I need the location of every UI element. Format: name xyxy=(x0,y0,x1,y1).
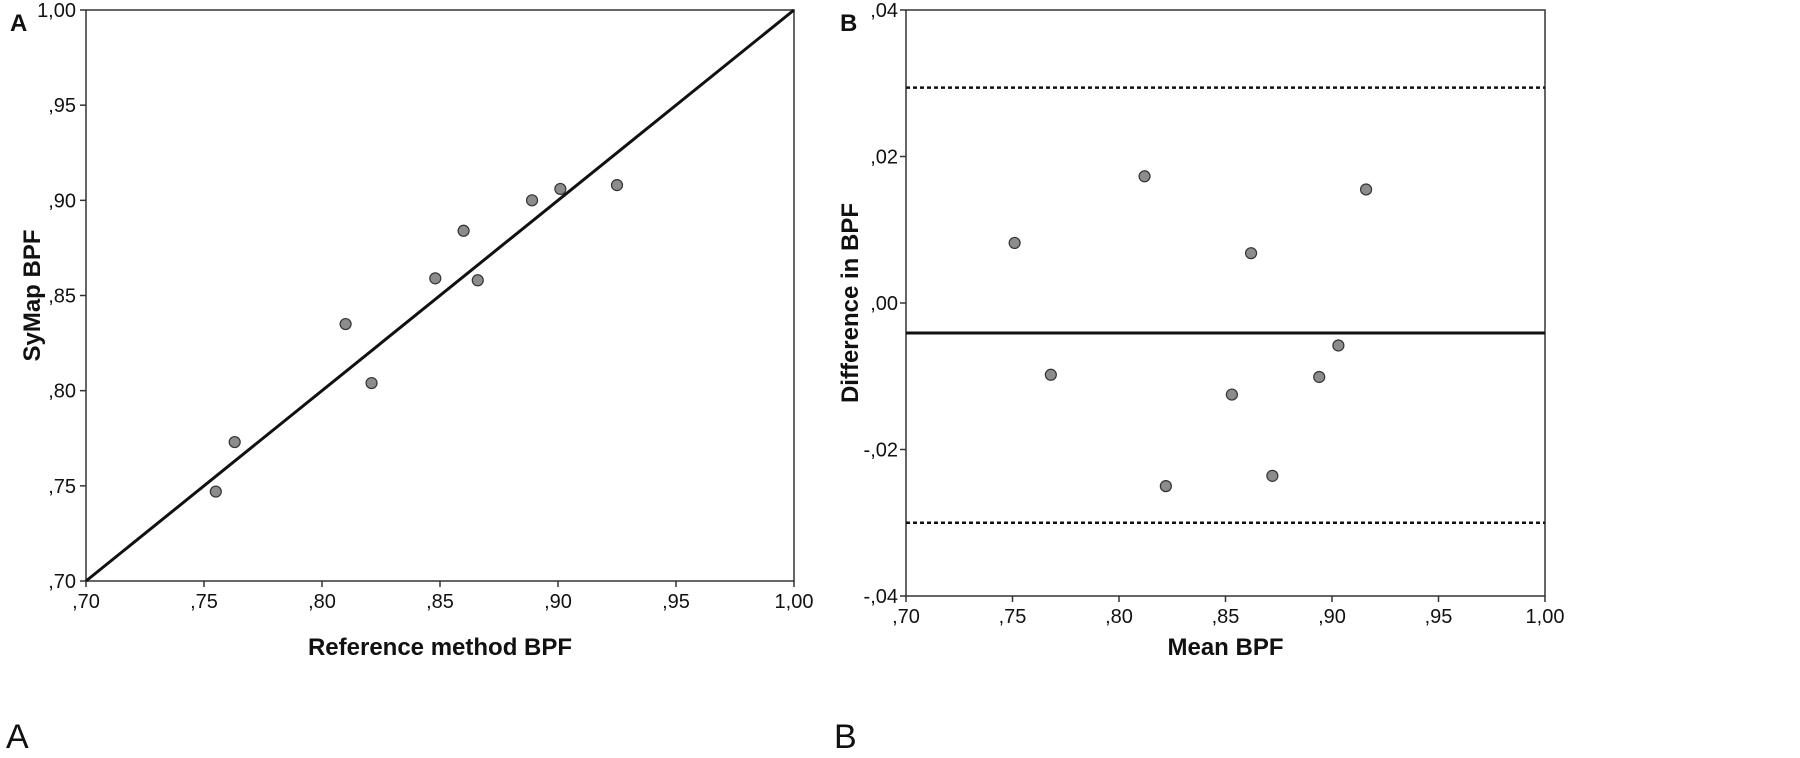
x-tick-label: 1,00 xyxy=(775,591,814,613)
data-point xyxy=(1266,469,1279,482)
x-axis-title: Mean BPF xyxy=(1167,634,1283,661)
x-tick-label: ,70 xyxy=(72,591,100,613)
panel-caption-label: A xyxy=(6,718,29,756)
x-tick-label: ,80 xyxy=(1105,606,1133,628)
y-tick-label: ,00 xyxy=(870,293,898,315)
data-point xyxy=(471,274,484,287)
data-point xyxy=(1332,339,1345,352)
x-tick-label: ,80 xyxy=(308,591,336,613)
y-tick-label: ,02 xyxy=(870,147,898,169)
data-point xyxy=(554,182,567,196)
data-point xyxy=(1225,388,1238,401)
panel-caption-label: B xyxy=(834,718,857,756)
panel-label: A xyxy=(10,10,27,37)
x-tick-label: ,95 xyxy=(1425,606,1453,628)
panel-a-chart: ,70 ,75 ,80 ,85 ,90 ,95 1,00 ,70 ,75 ,80 ,85 ,90 ,95… xyxy=(6,0,813,756)
data-point xyxy=(209,485,222,498)
y-tick-label: -,04 xyxy=(864,586,898,608)
y-tick-label: ,95 xyxy=(48,95,76,117)
y-tick-label: ,75 xyxy=(48,476,76,498)
y-axis-title: Difference in BPF xyxy=(837,203,864,403)
x-tick-label: ,75 xyxy=(190,591,218,613)
y-tick-label: 1,00 xyxy=(37,0,76,22)
plot-frame xyxy=(905,9,1546,597)
y-tick-label: ,80 xyxy=(48,381,76,403)
identity-line xyxy=(85,8,795,583)
data-point xyxy=(457,224,470,237)
y-tick-label: ,04 xyxy=(870,0,898,22)
y-tick-label: ,90 xyxy=(48,190,76,212)
data-point xyxy=(228,435,241,449)
data-point xyxy=(1044,368,1057,381)
data-point xyxy=(525,194,539,207)
data-point xyxy=(339,317,352,331)
y-tick-label: -,02 xyxy=(864,440,898,462)
data-point xyxy=(1138,170,1151,183)
y-axis-title: SyMap BPF xyxy=(19,229,46,361)
data-point xyxy=(1313,370,1326,384)
x-tick-label: ,90 xyxy=(544,591,572,613)
x-tick-label: ,85 xyxy=(1212,606,1240,628)
y-tick-label: ,85 xyxy=(48,286,76,308)
x-tick-label: ,95 xyxy=(662,591,690,613)
data-point xyxy=(610,179,624,192)
x-tick-label: ,75 xyxy=(999,606,1027,628)
data-point xyxy=(1008,236,1021,250)
panel-b-chart: ,70 ,75 ,80 ,85 ,90 ,95 1,00 -,04 -,02 ,00 ,02 ,04 M… xyxy=(834,0,1564,756)
data-point xyxy=(1359,183,1373,196)
x-tick-label: 1,00 xyxy=(1526,606,1565,628)
x-axis-title: Reference method BPF xyxy=(308,634,572,661)
x-tick-label: ,70 xyxy=(892,606,920,628)
data-point xyxy=(429,272,442,285)
data-point xyxy=(1159,480,1172,493)
data-point xyxy=(1244,247,1258,260)
x-tick-label: ,85 xyxy=(426,591,454,613)
panel-label: B xyxy=(840,10,857,37)
y-tick-label: ,70 xyxy=(48,571,76,593)
x-tick-label: ,90 xyxy=(1318,606,1346,628)
data-point xyxy=(365,376,378,390)
